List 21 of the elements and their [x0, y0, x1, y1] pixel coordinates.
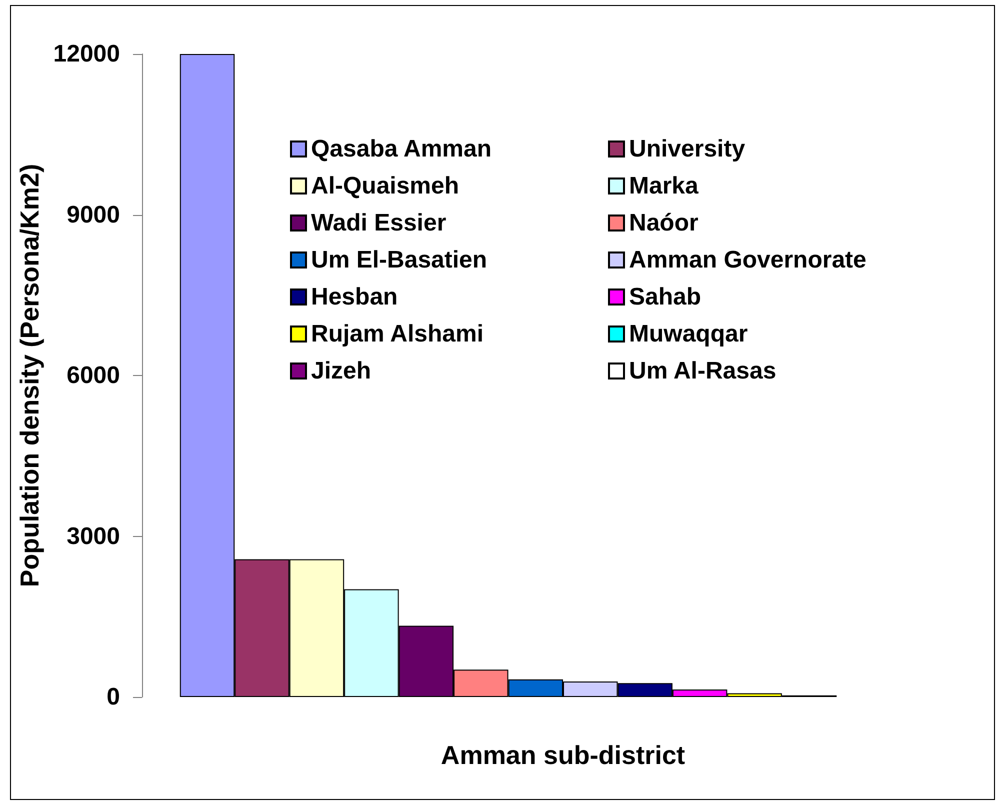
- legend-label: Qasaba Amman: [311, 136, 492, 162]
- y-axis-title: Population density (Persona/Km2): [14, 164, 44, 588]
- legend-label: Um El-Basatien: [311, 246, 488, 274]
- legend-label: Amman Governorate: [629, 246, 866, 274]
- y-tick-label: 6000: [66, 362, 120, 389]
- legend-label: Muwaqqar: [629, 320, 748, 348]
- legend-label: Rujam Alshami: [311, 320, 484, 348]
- legend-label: University: [629, 136, 746, 162]
- legend-label: Jizeh: [311, 358, 372, 384]
- y-tick-label: 0: [106, 684, 120, 710]
- y-tick-label: 3000: [66, 522, 120, 550]
- y-tick-label: 9000: [66, 201, 120, 228]
- legend-label: Wadi Essier: [311, 210, 446, 236]
- legend-label: Al-Quaismeh: [311, 172, 460, 200]
- legend-label: Marka: [629, 172, 700, 200]
- legend-label: Um Al-Rasas: [629, 358, 776, 384]
- legend-label: Hesban: [311, 284, 398, 310]
- y-tick-label: 12000: [53, 40, 120, 68]
- legend-label: Naóor: [629, 210, 698, 236]
- x-axis-title: Amman sub-district: [440, 740, 686, 770]
- legend-label: Sahab: [629, 284, 702, 310]
